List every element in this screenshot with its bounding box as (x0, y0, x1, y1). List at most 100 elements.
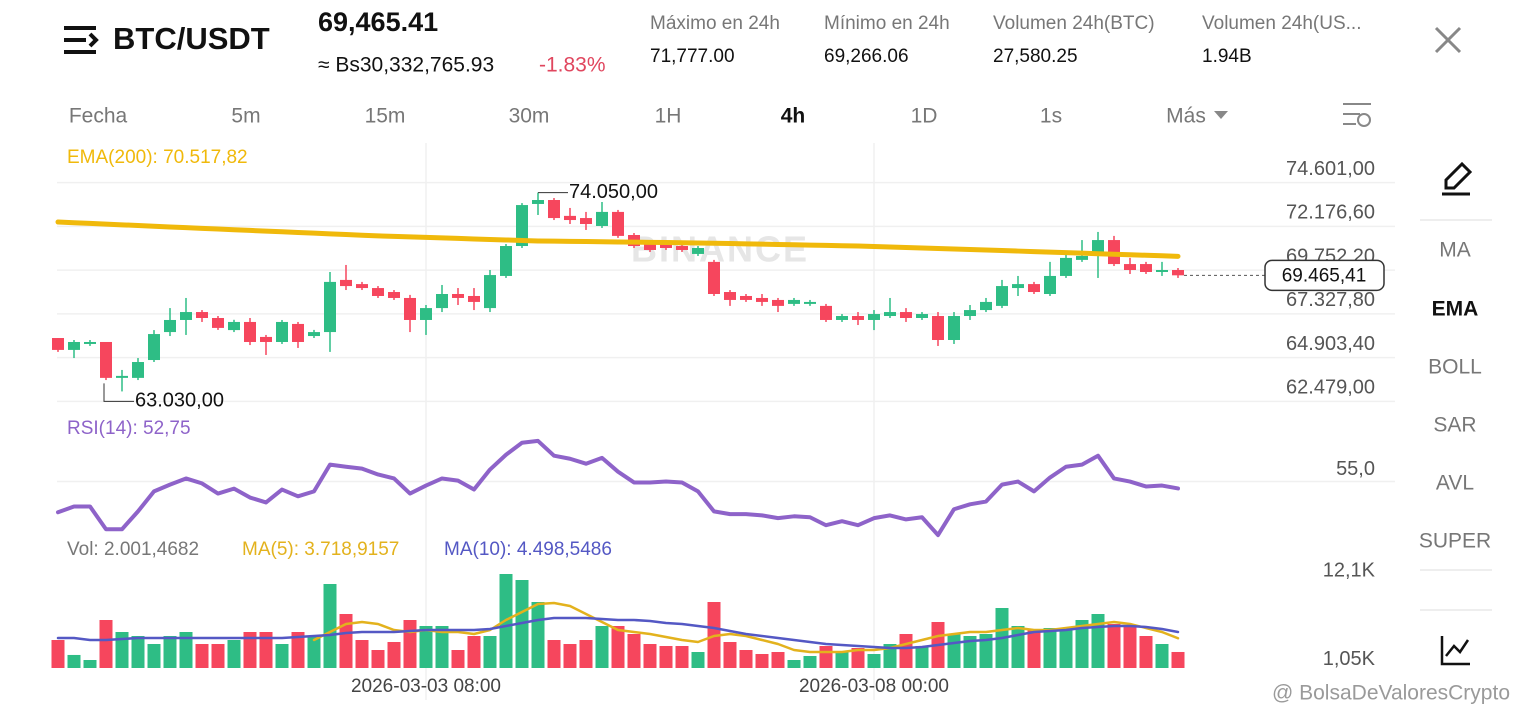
candle-body (964, 310, 976, 317)
x-tick-label: 2026-03-08 00:00 (799, 676, 949, 697)
candle-body (372, 288, 384, 296)
candle-body (116, 375, 128, 378)
volume-bar (67, 654, 81, 668)
timeframe-tab[interactable]: 5m (231, 105, 260, 128)
candle-body (52, 338, 64, 350)
timeframe-tab[interactable]: 30m (509, 105, 550, 128)
last-price: 69,465.41 (318, 7, 438, 37)
volume-bar (1011, 626, 1025, 668)
volume-bar (1155, 644, 1169, 668)
candle-body (948, 316, 960, 341)
volume-bar (131, 636, 145, 668)
candle-body (500, 246, 512, 276)
volume-bar (467, 636, 481, 668)
indicator-button[interactable]: EMA (1432, 298, 1479, 321)
candle-body (900, 312, 912, 318)
candle-body (180, 312, 192, 320)
volume-bar (387, 642, 401, 668)
volume-bar (547, 640, 561, 668)
candle-body (1140, 264, 1152, 272)
volume-bar (803, 656, 817, 668)
candle-body (1044, 275, 1056, 294)
indicator-button[interactable]: AVL (1436, 472, 1474, 495)
candle-body (772, 299, 784, 306)
volume-bar (483, 636, 497, 668)
volume-bar (771, 652, 785, 668)
candle-body (148, 334, 160, 361)
stat-value: 1.94B (1202, 46, 1252, 67)
timeframe-tab[interactable]: Más (1166, 105, 1206, 128)
candle-body (532, 200, 544, 204)
volume-bar (163, 636, 177, 668)
close-button[interactable] (1434, 26, 1462, 54)
icon-stroke (88, 32, 99, 48)
chart-settings-icon[interactable] (1343, 103, 1371, 127)
candle-body (932, 316, 944, 341)
volume-bar (1107, 624, 1121, 668)
volume-bar (99, 620, 113, 668)
stat-value: 69,266.06 (824, 46, 909, 67)
volume-bar (115, 632, 129, 668)
volume-bar (211, 644, 225, 668)
candle-body (212, 317, 224, 328)
candle-body (468, 295, 480, 302)
candle-body (804, 301, 816, 304)
indicator-button[interactable]: SAR (1433, 414, 1476, 437)
timeframe-tab[interactable]: 1D (911, 105, 938, 128)
pair-name[interactable]: BTC/USDT (113, 21, 270, 56)
volume-bar (883, 644, 897, 668)
candle-body (884, 312, 896, 317)
candle-body (996, 286, 1008, 306)
candle-body (836, 316, 848, 320)
candle-body (452, 293, 464, 298)
candle-body (68, 341, 80, 350)
candle-body (612, 211, 624, 236)
ema-line (55, 219, 1181, 259)
x-tick-label: 2026-03-03 08:00 (351, 676, 501, 697)
timeframe-tab[interactable]: Fecha (69, 105, 128, 128)
candle-body (356, 284, 368, 289)
volume-bar (451, 650, 465, 668)
indicator-icon[interactable] (1440, 636, 1470, 666)
candle-body (644, 242, 656, 250)
volume-bar (83, 660, 97, 668)
timeframe-tab[interactable]: 4h (781, 105, 806, 128)
y-tick-label: 55,0 (1336, 458, 1375, 480)
timeframe-tab[interactable]: 1H (655, 105, 682, 128)
timeframe-tab[interactable]: 15m (365, 105, 406, 128)
candle-body (132, 362, 144, 378)
draw-tool-icon[interactable] (1442, 161, 1473, 196)
candle-body (692, 247, 704, 254)
icon-stroke (1444, 161, 1473, 190)
volume-bar (755, 654, 769, 668)
stat-value: 71,777.00 (650, 46, 735, 67)
candle-body (724, 292, 736, 300)
menu-icon[interactable] (64, 26, 99, 54)
candle-body (1124, 264, 1136, 271)
indicator-button[interactable]: BOLL (1428, 356, 1482, 379)
candle-body (580, 218, 592, 225)
icon-stroke (1357, 113, 1371, 127)
stat-label: Volumen 24h(US... (1202, 13, 1361, 34)
indicator-button[interactable]: SUPER (1419, 530, 1491, 553)
legend-entry: Vol: 2.001,4682 (67, 539, 199, 560)
volume-bar (1043, 628, 1057, 668)
candle-body (420, 308, 432, 320)
y-tick-label: 62.479,00 (1286, 377, 1375, 399)
candle-body (676, 246, 688, 250)
candle-body (1076, 255, 1088, 260)
indicator-button[interactable]: MA (1439, 239, 1471, 262)
legend-entry: MA(5): 3.718,9157 (242, 539, 399, 560)
volume-bar (659, 646, 673, 668)
legend-entry: MA(10): 4.498,5486 (444, 539, 612, 560)
candle-body (292, 323, 304, 342)
candle-body (340, 279, 352, 287)
candle-body (1012, 284, 1024, 289)
icon-stroke (1440, 636, 1470, 666)
volume-bar (947, 634, 961, 668)
timeframe-tab[interactable]: 1s (1040, 105, 1062, 128)
volume-bar (259, 632, 273, 668)
volume-bar (979, 634, 993, 668)
